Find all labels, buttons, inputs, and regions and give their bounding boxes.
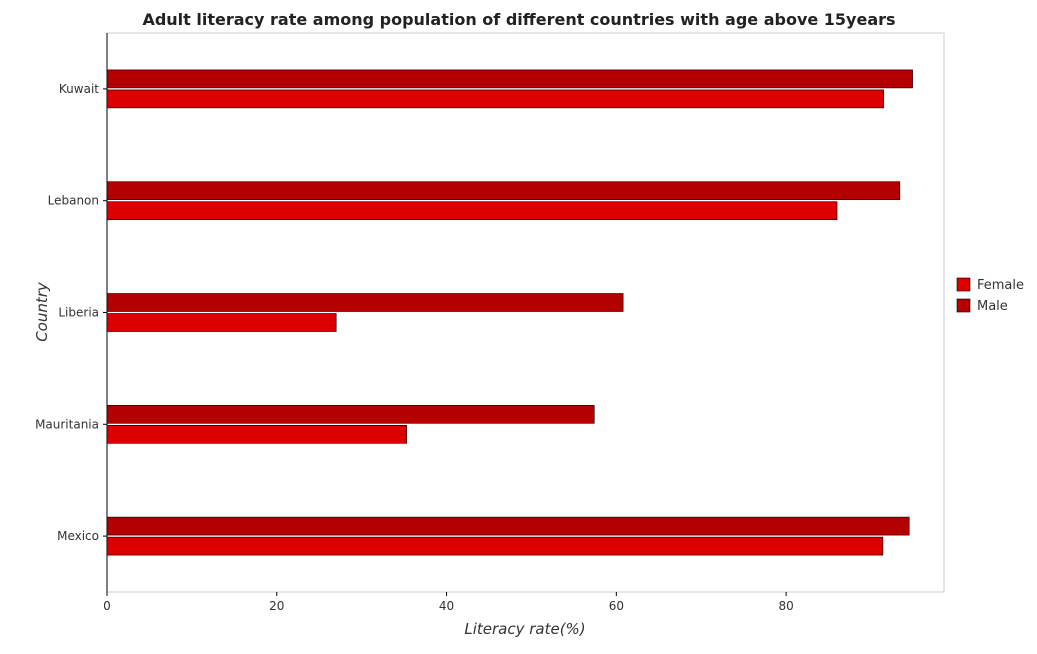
y-tick-label: Kuwait [59,82,99,96]
bar-female-liberia [106,313,337,332]
x-tick-label: 0 [103,599,111,613]
plot-area [106,32,945,593]
y-tick-label: Mexico [57,529,99,543]
bar-male-mauritania [106,404,595,424]
x-tick-label: 20 [269,599,284,613]
x-tick-label: 40 [439,599,454,613]
y-tick-label: Liberia [58,306,99,320]
x-tick-label: 80 [778,599,793,613]
bar-male-kuwait [106,69,913,89]
legend-swatch-male [956,298,971,313]
legend-label-female: Female [977,278,1024,293]
legend: Female Male [956,277,1024,314]
legend-label-male: Male [977,299,1008,314]
bar-female-mexico [106,536,884,556]
chart-title: Adult literacy rate among population of … [142,10,895,29]
bar-female-lebanon [106,201,838,220]
bar-male-lebanon [106,181,901,200]
y-tick-label: Lebanon [48,194,99,208]
bar-male-mexico [106,516,910,536]
y-tick-label: Mauritania [35,417,99,431]
bar-male-liberia [106,293,624,312]
y-tick-labels: Kuwait Lebanon Liberia Mauritania Mexico [35,82,107,543]
bar-female-kuwait [106,89,885,109]
x-tick-labels: 0 20 40 60 80 [103,592,794,613]
bar-female-mauritania [106,424,407,444]
bars-group [106,69,913,556]
x-tick-label: 60 [609,599,624,613]
x-axis-label: Literacy rate(%) [464,620,585,638]
y-axis-label: Country [33,281,51,342]
legend-swatch-female [956,277,971,292]
